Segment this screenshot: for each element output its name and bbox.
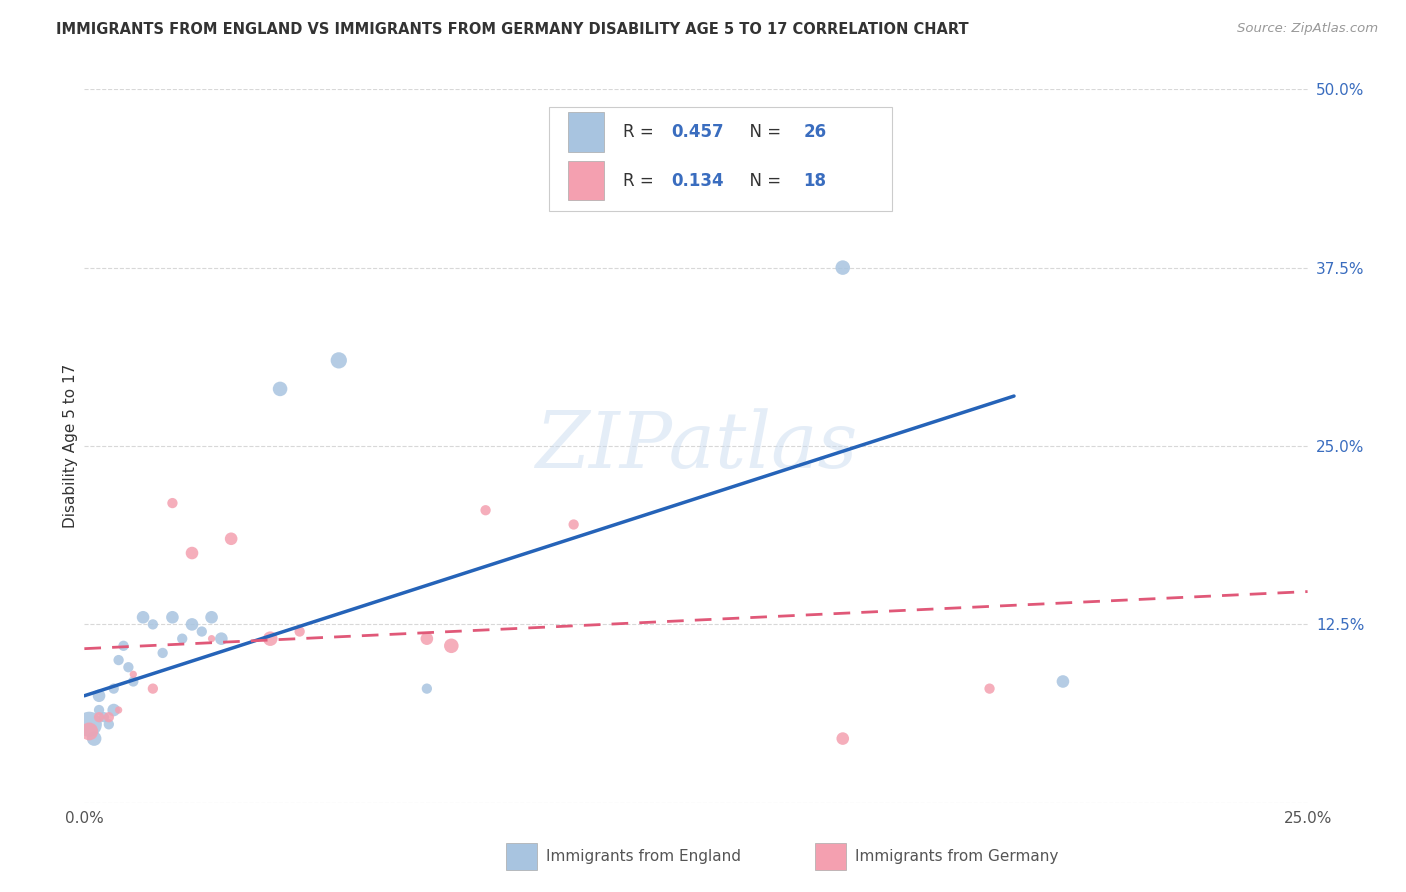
Point	[288, 624, 311, 639]
Point	[132, 610, 155, 624]
Point	[77, 717, 100, 731]
Point	[87, 710, 110, 724]
Point	[117, 660, 139, 674]
Point	[172, 632, 194, 646]
Text: R =: R =	[623, 171, 658, 189]
Point	[83, 731, 105, 746]
Point	[416, 681, 439, 696]
Text: IMMIGRANTS FROM ENGLAND VS IMMIGRANTS FROM GERMANY DISABILITY AGE 5 TO 17 CORREL: IMMIGRANTS FROM ENGLAND VS IMMIGRANTS FR…	[56, 22, 969, 37]
Point	[97, 717, 120, 731]
Point	[107, 653, 129, 667]
Point	[107, 703, 129, 717]
Text: 18: 18	[804, 171, 827, 189]
Point	[142, 681, 165, 696]
Point	[103, 703, 125, 717]
Point	[103, 681, 125, 696]
Point	[831, 731, 853, 746]
FancyBboxPatch shape	[550, 107, 891, 211]
Point	[328, 353, 350, 368]
Point	[162, 610, 184, 624]
Text: Immigrants from England: Immigrants from England	[546, 849, 741, 863]
Point	[87, 689, 110, 703]
Point	[191, 624, 214, 639]
Point	[112, 639, 135, 653]
Point	[93, 710, 115, 724]
FancyBboxPatch shape	[568, 112, 605, 152]
Text: ZIPatlas: ZIPatlas	[534, 408, 858, 484]
Point	[181, 617, 204, 632]
Point	[440, 639, 463, 653]
Text: Source: ZipAtlas.com: Source: ZipAtlas.com	[1237, 22, 1378, 36]
Point	[259, 632, 281, 646]
Point	[142, 617, 165, 632]
Point	[87, 703, 110, 717]
Point	[416, 632, 439, 646]
Text: 0.134: 0.134	[672, 171, 724, 189]
Text: Immigrants from Germany: Immigrants from Germany	[855, 849, 1059, 863]
Point	[979, 681, 1001, 696]
Point	[97, 710, 120, 724]
Point	[209, 632, 232, 646]
Point	[77, 724, 100, 739]
Point	[1052, 674, 1074, 689]
Point	[562, 517, 585, 532]
Point	[474, 503, 496, 517]
Text: N =: N =	[738, 123, 786, 141]
Point	[162, 496, 184, 510]
FancyBboxPatch shape	[568, 161, 605, 200]
Point	[219, 532, 242, 546]
Text: N =: N =	[738, 171, 786, 189]
Point	[122, 667, 145, 681]
Point	[200, 610, 222, 624]
Text: 0.457: 0.457	[672, 123, 724, 141]
Point	[181, 546, 204, 560]
Text: 26: 26	[804, 123, 827, 141]
Y-axis label: Disability Age 5 to 17: Disability Age 5 to 17	[63, 364, 77, 528]
Point	[831, 260, 853, 275]
Point	[200, 632, 222, 646]
Point	[122, 674, 145, 689]
Point	[269, 382, 291, 396]
Point	[152, 646, 174, 660]
Text: R =: R =	[623, 123, 658, 141]
